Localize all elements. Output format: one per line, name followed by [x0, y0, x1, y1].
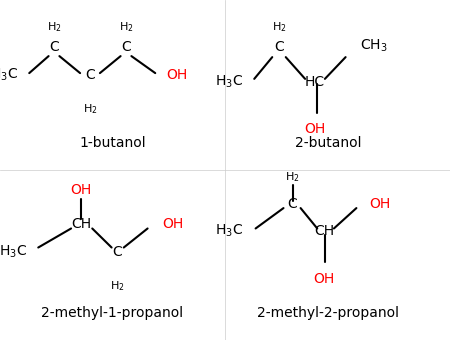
Text: C: C: [49, 40, 59, 54]
Text: CH: CH: [314, 224, 334, 238]
Text: H$_2$: H$_2$: [272, 20, 286, 34]
Text: CH: CH: [71, 217, 91, 232]
Text: OH: OH: [70, 183, 92, 197]
Text: H$_3$C: H$_3$C: [0, 243, 27, 260]
Text: C: C: [85, 68, 95, 82]
Text: H$_2$: H$_2$: [83, 102, 97, 116]
Text: H$_3$C: H$_3$C: [215, 73, 243, 90]
Text: CH$_3$: CH$_3$: [360, 38, 387, 54]
Text: 2-methyl-2-propanol: 2-methyl-2-propanol: [257, 306, 400, 320]
Text: OH: OH: [369, 197, 390, 211]
Text: 2-methyl-1-propanol: 2-methyl-1-propanol: [41, 306, 184, 320]
Text: H$_3$C: H$_3$C: [215, 223, 243, 239]
Text: HC: HC: [305, 74, 325, 89]
Text: OH: OH: [304, 122, 326, 136]
Text: H$_2$: H$_2$: [119, 20, 133, 34]
Text: H$_2$: H$_2$: [285, 170, 300, 184]
Text: C: C: [274, 40, 284, 54]
Text: OH: OH: [313, 272, 335, 286]
Text: C: C: [288, 197, 297, 211]
Text: OH: OH: [162, 217, 183, 232]
Text: OH: OH: [166, 68, 188, 82]
Text: H$_2$: H$_2$: [110, 279, 124, 293]
Text: C: C: [121, 40, 131, 54]
Text: H$_2$: H$_2$: [47, 20, 61, 34]
Text: 1-butanol: 1-butanol: [79, 136, 146, 150]
Text: H$_3$C: H$_3$C: [0, 67, 18, 83]
Text: C: C: [112, 244, 122, 259]
Text: 2-butanol: 2-butanol: [295, 136, 362, 150]
